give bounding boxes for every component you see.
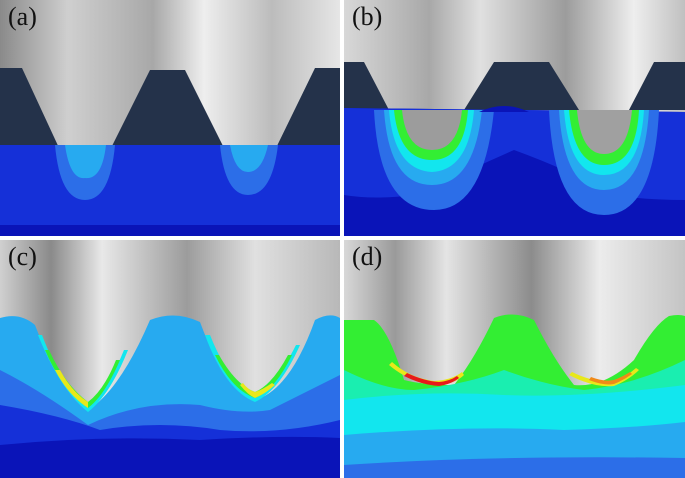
panel-b-simulation-image — [344, 0, 685, 236]
panel-a-simulation-image — [0, 0, 340, 236]
panel-c: (c) — [0, 240, 340, 478]
panel-d: (d) — [344, 240, 685, 478]
panel-b: (b) — [344, 0, 685, 236]
panel-c-simulation-image — [0, 240, 340, 478]
panel-d-simulation-image — [344, 240, 685, 478]
panel-a: (a) — [0, 0, 340, 236]
